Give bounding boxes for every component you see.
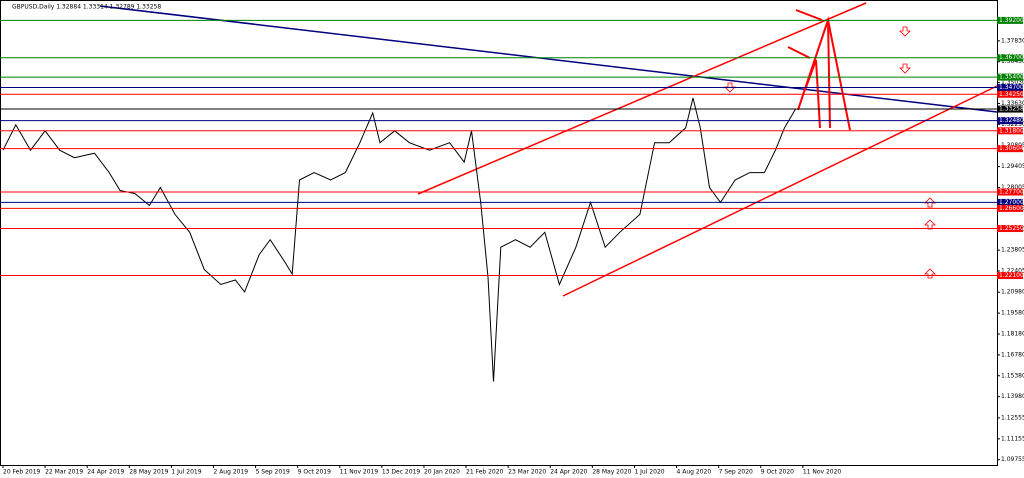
level-box — [997, 84, 1023, 92]
signal-arrows — [724, 26, 936, 279]
x-tick-label: 5 Sep 2019 — [256, 469, 290, 476]
level-box — [997, 225, 1023, 233]
x-tick-label: 11 Nov 2019 — [340, 469, 379, 476]
level-box — [997, 198, 1023, 206]
level-box — [997, 16, 1023, 24]
x-tick-label: 24 Apr 2020 — [550, 469, 587, 476]
x-tick-label: 1 Jul 2019 — [171, 469, 201, 476]
level-label: 1.25250 — [999, 225, 1024, 232]
x-tick-label: 20 Jan 2020 — [424, 469, 460, 476]
projection-arrow — [827, 19, 831, 129]
x-tick-label: 20 Feb 2019 — [3, 469, 41, 476]
y-tick-label: 1.09755 — [1001, 456, 1024, 463]
x-tick-label: 9 Oct 2019 — [298, 469, 331, 476]
x-tick-label: 2 Aug 2019 — [213, 469, 248, 476]
level-box — [997, 127, 1023, 135]
x-tick-label: 9 Oct 2020 — [761, 469, 794, 476]
level-label: 1.30604 — [999, 145, 1024, 152]
level-box — [997, 145, 1023, 153]
level-label: 1.27700 — [999, 188, 1024, 195]
y-tick-label: 1.12555 — [1001, 414, 1024, 421]
y-tick-label: 1.29405 — [1001, 163, 1024, 170]
y-tick-label: 1.35030 — [1001, 79, 1024, 86]
level-label: 1.34250 — [999, 91, 1024, 98]
x-tick-label: 28 May 2019 — [129, 469, 168, 476]
level-box — [997, 54, 1023, 62]
y-tick-label: 1.22405 — [1001, 267, 1024, 274]
channel-upper — [417, 2, 867, 195]
price-line — [2, 97, 796, 382]
level-label: 1.39200 — [999, 17, 1024, 24]
x-tick-label: 13 Dec 2019 — [382, 469, 421, 476]
level-label: 1.36700 — [999, 54, 1024, 61]
level-box — [997, 90, 1023, 98]
level-box — [997, 272, 1023, 280]
level-box — [997, 73, 1023, 81]
x-tick-label: 21 Feb 2020 — [466, 469, 504, 476]
level-label: 1.22100 — [999, 272, 1024, 279]
level-label: 1.33258 — [999, 106, 1024, 113]
y-tick-label: 1.37830 — [1001, 37, 1024, 44]
y-tick-label: 1.19580 — [1001, 310, 1024, 317]
level-label: 1.35400 — [999, 74, 1024, 81]
x-tick-label: 7 Sep 2020 — [719, 469, 753, 476]
x-tick-label: 1 Jul 2020 — [634, 469, 664, 476]
level-box — [997, 204, 1023, 212]
x-tick-label: 28 May 2020 — [592, 469, 631, 476]
y-tick-label: 1.32230 — [1001, 121, 1024, 128]
projection-arrow — [804, 59, 821, 129]
x-tick-label: 4 Aug 2020 — [677, 469, 712, 476]
level-label: 1.34700 — [999, 84, 1024, 91]
y-tick-label: 1.23805 — [1001, 247, 1024, 254]
y-tick-label: 1.18180 — [1001, 331, 1024, 338]
y-tick-label: 1.16780 — [1001, 351, 1024, 358]
level-label: 1.31800 — [999, 127, 1024, 134]
chart-title: GBPUSD,Daily 1.32884 1.33314 1.32789 1.3… — [12, 4, 161, 11]
y-tick-label: 1.28005 — [1001, 184, 1024, 191]
x-tick-label: 11 Nov 2020 — [803, 469, 842, 476]
y-tick-label: 1.20980 — [1001, 289, 1024, 296]
y-tick-label: 1.15380 — [1001, 372, 1024, 379]
pointer-arrow — [787, 46, 811, 59]
x-tick-label: 24 Apr 2019 — [87, 469, 124, 476]
level-box — [997, 117, 1023, 125]
y-tick-label: 1.13980 — [1001, 393, 1024, 400]
y-tick-label: 1.11155 — [1001, 435, 1024, 442]
level-label: 1.26600 — [999, 205, 1024, 212]
level-label: 1.27000 — [999, 199, 1024, 206]
x-tick-label: 22 Mar 2019 — [45, 469, 83, 476]
level-label: 1.32480 — [999, 117, 1024, 124]
y-tick-label: 1.33630 — [1001, 100, 1024, 107]
pointer-arrow — [795, 9, 823, 21]
level-box — [997, 105, 1023, 113]
plot-frame — [0, 0, 998, 466]
y-tick-label: 1.36430 — [1001, 58, 1024, 65]
level-box — [997, 188, 1023, 196]
x-tick-label: 23 Mar 2020 — [508, 469, 546, 476]
